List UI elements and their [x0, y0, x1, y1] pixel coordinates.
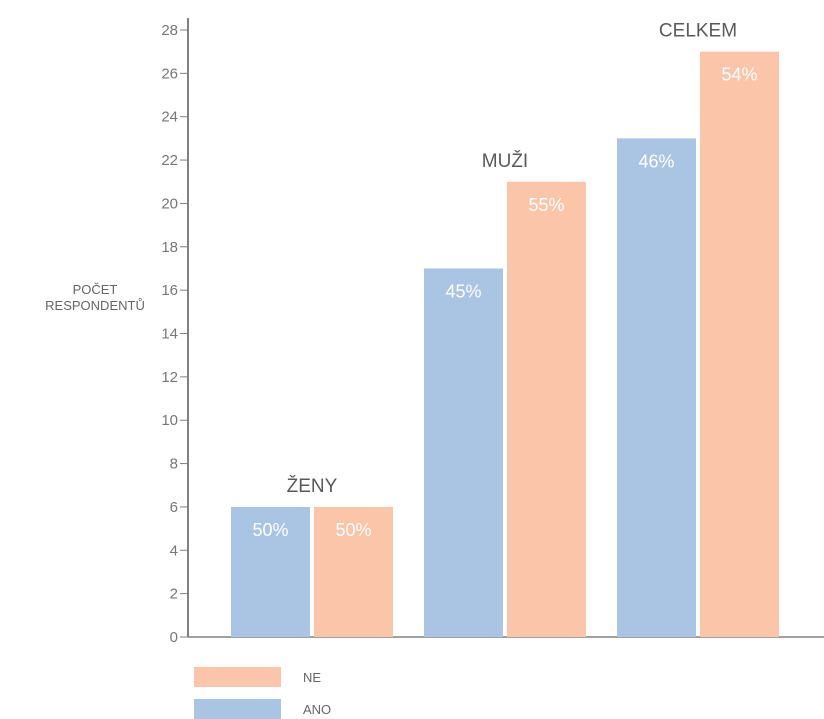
bar-data-label-ne-2: 54% [721, 65, 757, 85]
bar-data-label-ano-2: 46% [638, 151, 674, 171]
y-axis-label: POČET RESPONDENTŮ [45, 282, 145, 313]
y-tick-label-6: 6 [170, 499, 178, 516]
legend: NE ANO [194, 667, 331, 719]
bars: 50% 50% ŽENY 45% 55% MUŽI 46% 54% CELKEM [231, 21, 779, 637]
y-tick-label-16: 16 [161, 282, 178, 299]
y-tick-label-10: 10 [161, 412, 178, 429]
legend-swatch-ano [194, 699, 281, 719]
y-tick-label-24: 24 [161, 109, 178, 126]
bar-ano-2 [617, 138, 696, 637]
y-axis-label-line-1: POČET [73, 282, 118, 297]
category-label-0: ŽENY [287, 475, 338, 497]
y-tick-label-28: 28 [161, 22, 178, 39]
y-tick-label-14: 14 [161, 326, 178, 343]
bar-data-label-ano-1: 45% [445, 281, 481, 301]
y-tick-label-20: 20 [161, 195, 178, 212]
bar-ne-1 [507, 181, 586, 637]
y-tick-label-4: 4 [170, 542, 178, 559]
legend-label-ano: ANO [303, 702, 331, 717]
bar-data-label-ne-1: 55% [528, 195, 564, 215]
y-axis-label-line-2: RESPONDENTŮ [45, 298, 145, 313]
y-tick-label-12: 12 [161, 369, 178, 386]
bar-ano-0 [231, 506, 310, 637]
bar-ne-2 [700, 51, 779, 637]
category-label-2: CELKEM [659, 21, 737, 42]
y-tick-label-8: 8 [170, 456, 178, 473]
y-tick-label-26: 26 [161, 65, 178, 82]
category-label-1: MUŽI [482, 150, 528, 172]
bar-ne-0 [314, 506, 393, 637]
y-tick-label-18: 18 [161, 239, 178, 256]
legend-label-ne: NE [303, 670, 321, 685]
legend-swatch-ne [194, 667, 281, 687]
bar-data-label-ano-0: 50% [252, 520, 288, 540]
y-tick-label-2: 2 [170, 586, 178, 603]
y-tick-label-0: 0 [170, 629, 178, 646]
bar-ano-1 [424, 268, 503, 637]
y-tick-label-22: 22 [161, 152, 178, 169]
bar-data-label-ne-0: 50% [335, 520, 371, 540]
